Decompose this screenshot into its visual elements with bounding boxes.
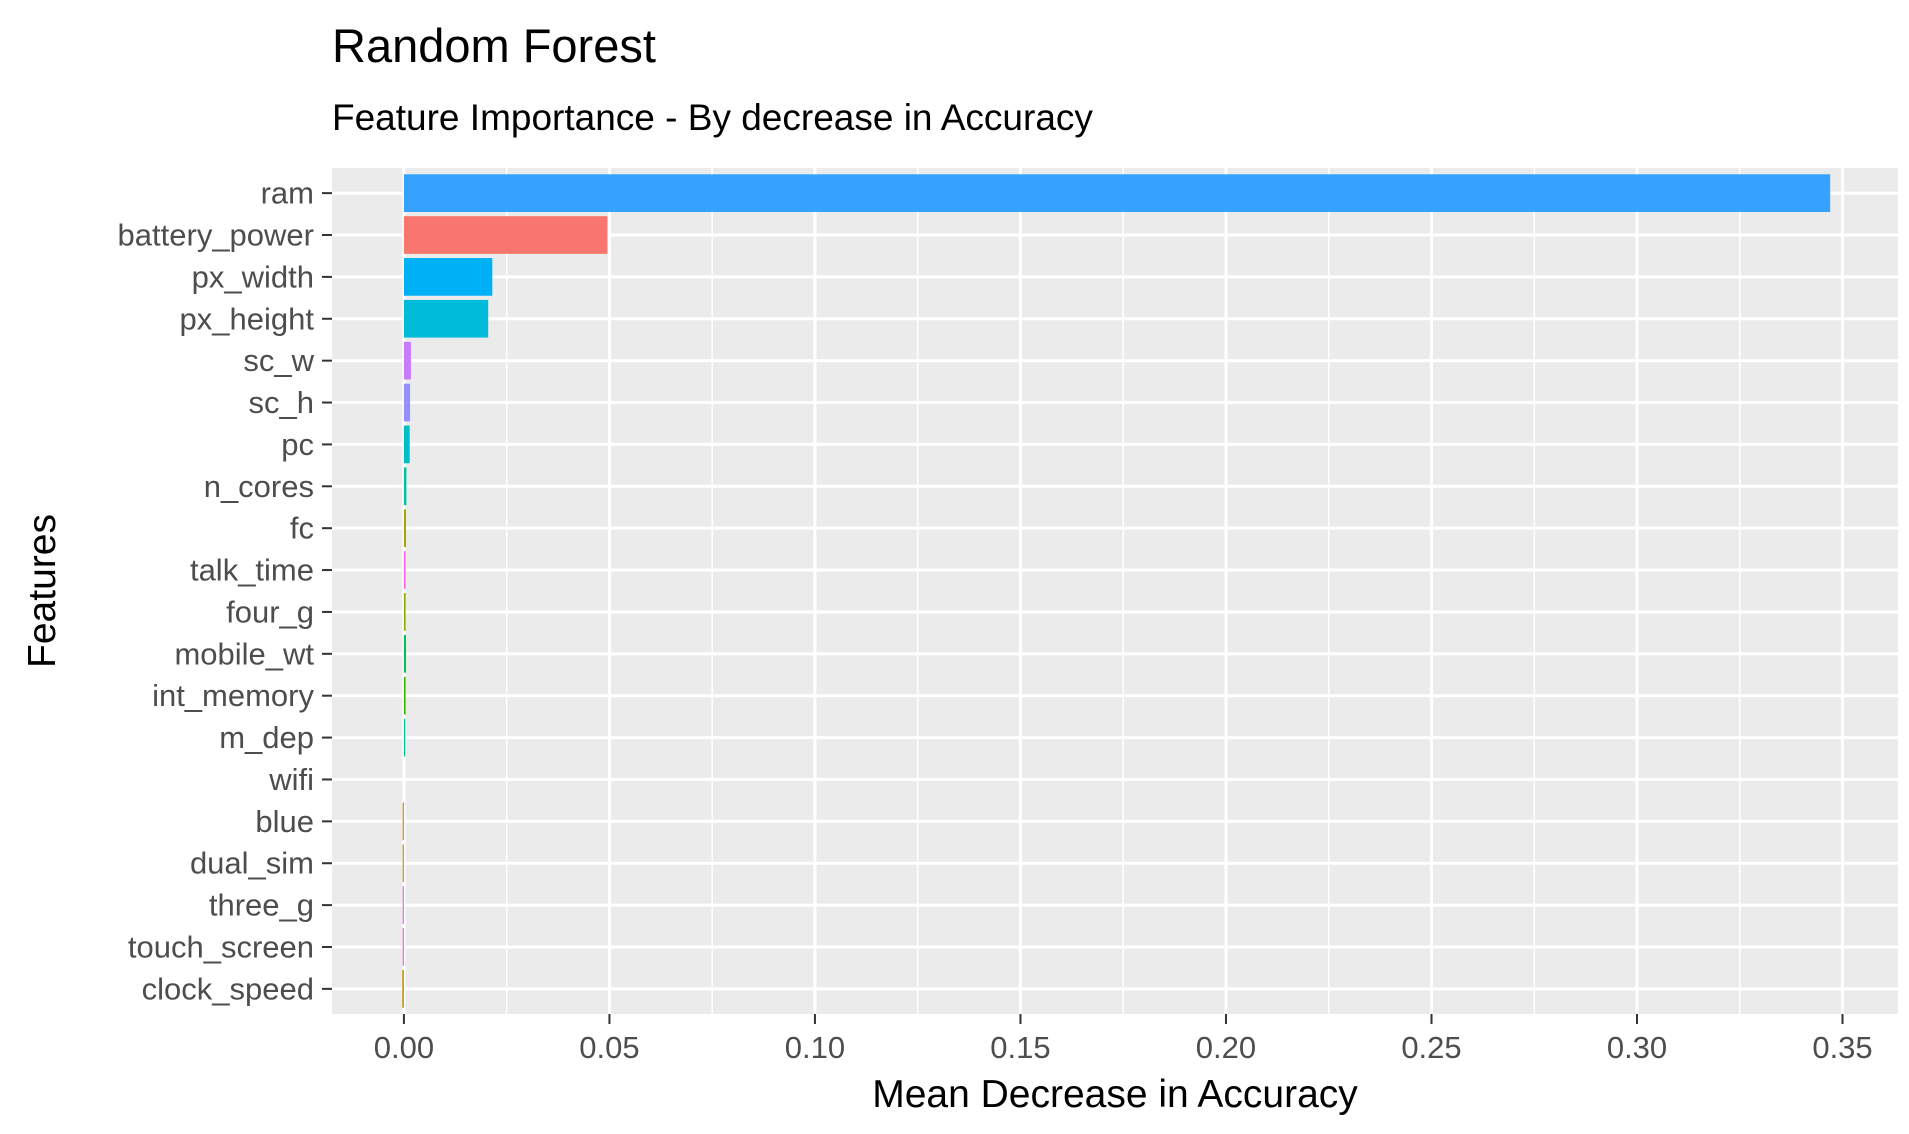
bar-battery-power xyxy=(403,216,608,254)
y-tick-label: pc xyxy=(281,427,314,462)
bar-sc-w xyxy=(403,341,411,380)
y-tick-label: px_width xyxy=(192,259,314,294)
y-tick-label: int_memory xyxy=(152,678,314,713)
y-tick-label: px_height xyxy=(180,301,315,336)
bar-dual-sim xyxy=(402,844,404,883)
bars xyxy=(402,174,1831,1008)
x-tick-label: 0.05 xyxy=(579,1030,639,1065)
x-axis-title: Mean Decrease in Accuracy xyxy=(872,1073,1358,1116)
bar-px-height xyxy=(403,299,489,338)
y-tick-label: ram xyxy=(261,176,314,211)
x-tick-label: 0.35 xyxy=(1812,1030,1872,1065)
y-axis: ram battery_power px_width px_height sc_w sc_… xyxy=(118,176,332,1006)
bar-n-cores xyxy=(403,467,407,506)
y-tick-label: four_g xyxy=(226,594,314,629)
plot-panel xyxy=(332,168,1898,1014)
bar-px-width xyxy=(403,258,493,296)
bar-pc xyxy=(403,425,410,464)
bar-blue xyxy=(402,802,404,841)
x-axis: 0.00 0.05 0.10 0.15 0.20 0.25 0.30 0.35 xyxy=(374,1014,1873,1065)
x-tick-label: 0.25 xyxy=(1401,1030,1461,1065)
bar-sc-h xyxy=(403,383,411,422)
y-tick-label: blue xyxy=(255,804,314,839)
y-tick-label: touch_screen xyxy=(128,929,314,964)
bar-three-g xyxy=(402,886,404,924)
bar-clock-speed xyxy=(402,970,404,1008)
bar-m-dep xyxy=(403,718,406,757)
y-tick-label: fc xyxy=(290,511,314,546)
x-tick-label: 0.20 xyxy=(1196,1030,1256,1065)
x-tick-label: 0.30 xyxy=(1607,1030,1667,1065)
y-tick-label: wifi xyxy=(268,762,314,797)
y-tick-label: battery_power xyxy=(118,218,314,253)
x-tick-label: 0.15 xyxy=(990,1030,1050,1065)
y-tick-label: n_cores xyxy=(204,469,314,504)
grid-lines xyxy=(332,168,1898,1014)
bar-ram xyxy=(403,174,1831,212)
y-axis-title: Features xyxy=(21,514,64,668)
bar-int-memory xyxy=(403,676,406,715)
y-tick-label: dual_sim xyxy=(190,846,314,881)
bar-four-g xyxy=(403,593,406,631)
y-tick-label: mobile_wt xyxy=(174,636,314,671)
bar-mobile-wt xyxy=(403,634,406,673)
x-tick-label: 0.10 xyxy=(785,1030,845,1065)
bar-fc xyxy=(403,509,406,548)
bar-talk-time xyxy=(403,551,406,589)
y-tick-label: three_g xyxy=(209,888,314,923)
chart-title: Random Forest xyxy=(332,19,656,72)
x-tick-label: 0.00 xyxy=(374,1030,434,1065)
chart-subtitle: Feature Importance - By decrease in Accu… xyxy=(332,97,1093,138)
y-tick-label: talk_time xyxy=(190,553,314,588)
y-tick-label: m_dep xyxy=(219,720,314,755)
bar-touch-screen xyxy=(402,928,404,966)
y-tick-label: sc_h xyxy=(249,385,314,420)
y-tick-label: sc_w xyxy=(243,343,314,378)
y-tick-label: clock_speed xyxy=(142,971,314,1006)
